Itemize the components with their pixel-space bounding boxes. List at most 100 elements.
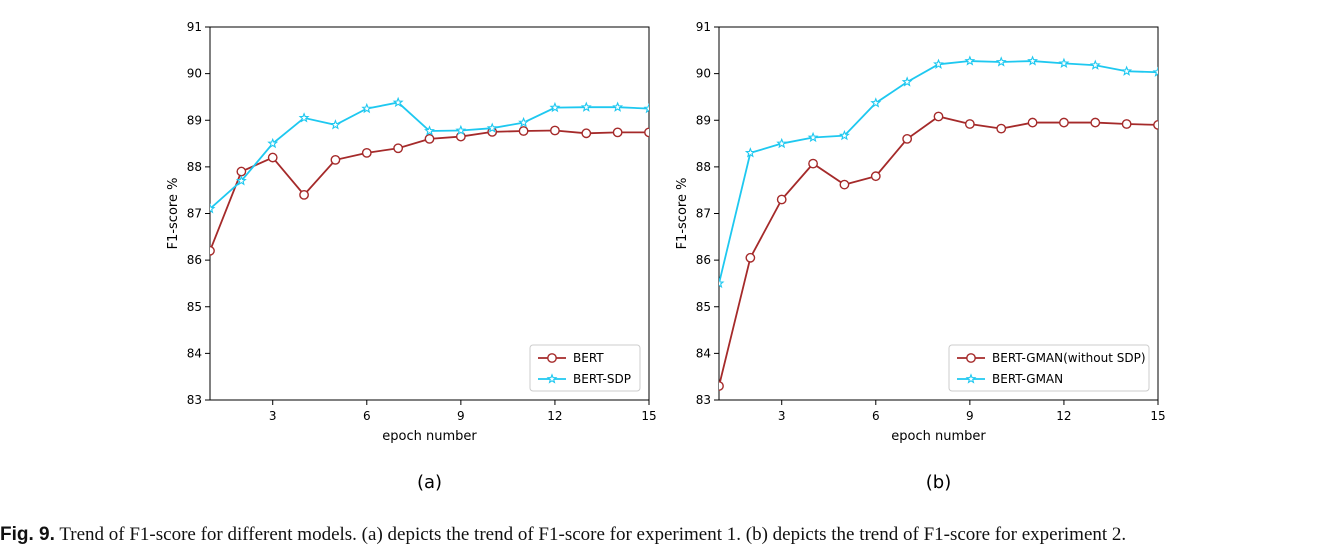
panel-label: (b) — [926, 472, 951, 493]
x-tick-label: 12 — [1056, 409, 1071, 423]
panel-label: (a) — [417, 472, 442, 493]
legend-marker — [966, 353, 976, 363]
y-tick-label: 85 — [187, 300, 202, 314]
data-point — [808, 158, 818, 169]
x-tick-label: 15 — [1150, 409, 1165, 423]
x-tick-label: 6 — [363, 409, 371, 423]
data-point — [776, 137, 788, 149]
y-tick-label: 89 — [187, 113, 202, 127]
x-tick-label: 3 — [778, 409, 786, 423]
y-tick-label: 90 — [187, 67, 202, 81]
data-point — [235, 175, 247, 186]
data-point — [393, 143, 404, 154]
data-point — [424, 125, 435, 136]
y-tick-label: 84 — [696, 346, 711, 360]
data-point — [210, 245, 215, 256]
data-point — [933, 58, 944, 69]
data-point — [330, 154, 341, 165]
x-tick-label: 6 — [872, 409, 880, 423]
data-point — [210, 203, 216, 214]
chart-panel-a: 83 84 85 86 87 88 89 90 91 3 6 9 12 15 epoch number F1-… — [166, 20, 657, 493]
x-tick-label: 9 — [966, 409, 974, 423]
data-point — [550, 125, 560, 136]
y-tick-label: 87 — [696, 207, 711, 221]
data-point — [1121, 119, 1132, 129]
data-point — [455, 124, 467, 136]
legend-marker — [547, 353, 557, 363]
data-point — [486, 122, 498, 133]
data-point — [612, 101, 624, 112]
data-point — [1090, 117, 1101, 128]
series-BERT-GMAN — [719, 55, 1158, 289]
y-tick-label: 87 — [187, 207, 202, 221]
plot-area — [718, 26, 1159, 401]
y-tick-label: 86 — [696, 253, 711, 267]
data-point — [719, 381, 724, 391]
figure-label: Fig. 9. — [0, 524, 55, 545]
x-axis-label: epoch number — [891, 429, 986, 444]
data-point — [870, 171, 881, 182]
data-point — [901, 76, 913, 87]
data-point — [933, 111, 944, 122]
data-point — [1027, 55, 1039, 66]
data-point — [719, 277, 725, 289]
y-tick-label: 83 — [696, 393, 711, 407]
data-point — [838, 129, 850, 141]
data-point — [1027, 117, 1038, 128]
series-BERT-SDP — [210, 96, 649, 214]
legend: BERT-GMAN(without SDP) BERT-GMAN — [948, 344, 1150, 392]
data-point — [807, 131, 819, 143]
x-tick-label: 15 — [641, 409, 656, 423]
data-point — [995, 56, 1007, 67]
data-point — [518, 116, 530, 128]
y-tick-label: 88 — [696, 160, 711, 174]
data-point — [1121, 65, 1133, 76]
legend-box — [948, 344, 1150, 392]
x-tick-label: 12 — [547, 409, 562, 423]
data-point — [1059, 117, 1069, 128]
data-point — [745, 252, 756, 263]
data-point — [267, 137, 279, 149]
y-tick-label: 90 — [696, 67, 711, 81]
data-point — [361, 102, 373, 114]
data-point — [518, 126, 529, 136]
y-tick-label: 84 — [187, 346, 202, 360]
figure-caption: Fig. 9. Trend of F1-score for different … — [0, 524, 1326, 546]
data-point — [424, 133, 435, 144]
legend-label: BERT-SDP — [573, 372, 631, 386]
data-point — [298, 112, 310, 123]
legend-label: BERT-GMAN — [992, 372, 1063, 386]
data-point — [643, 102, 649, 114]
data-point — [361, 147, 372, 158]
data-point — [902, 133, 913, 144]
chart-panel-b: 83 84 85 86 87 88 89 90 91 3 6 9 12 15 epoch number F1-… — [675, 20, 1166, 493]
data-point — [392, 96, 404, 108]
data-point — [1152, 66, 1158, 77]
data-point — [1058, 57, 1070, 69]
legend-marker — [546, 373, 558, 384]
y-tick-label: 91 — [187, 20, 202, 34]
y-axis-label: F1-score % — [675, 178, 690, 250]
legend-label: BERT-GMAN(without SDP) — [992, 351, 1146, 365]
data-point — [1089, 59, 1101, 70]
y-tick-label: 88 — [187, 160, 202, 174]
data-point — [581, 128, 592, 139]
data-point — [612, 127, 623, 138]
data-point — [964, 55, 976, 66]
data-point — [776, 194, 787, 205]
legend-marker — [965, 373, 977, 384]
data-point — [996, 123, 1007, 134]
series-BERT — [210, 125, 649, 256]
y-tick-label: 91 — [696, 20, 711, 34]
y-tick-label: 89 — [696, 113, 711, 127]
x-tick-label: 9 — [457, 409, 465, 423]
data-point — [580, 101, 592, 112]
data-point — [644, 127, 649, 138]
data-point — [236, 166, 247, 177]
data-point — [744, 147, 756, 158]
data-point — [1153, 120, 1158, 130]
x-axis-label: epoch number — [382, 429, 477, 444]
data-point — [267, 152, 278, 163]
y-axis-label: F1-score % — [166, 178, 181, 250]
data-point — [299, 189, 309, 200]
